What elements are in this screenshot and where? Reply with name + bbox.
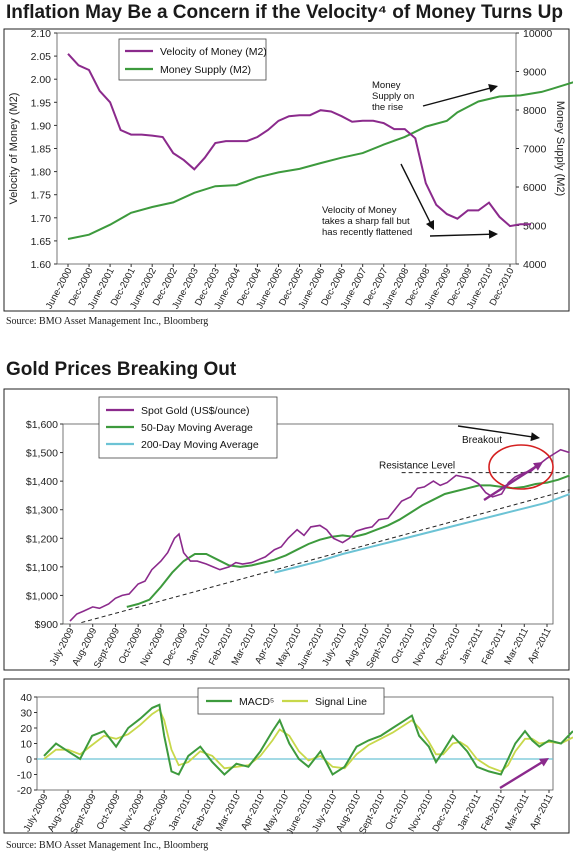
chart1-ytick-label: 1.95 (31, 97, 52, 109)
chart1-source: Source: BMO Asset Management Inc., Bloom… (6, 316, 209, 327)
resistance-label: Resistance Level (379, 461, 455, 472)
chart3-ytick-label: 10 (20, 739, 32, 751)
breakout-label: Breakout (462, 435, 502, 446)
macd-line (43, 703, 573, 776)
velocity-line (67, 53, 531, 228)
chart2-title: Gold Prices Breaking Out (6, 359, 237, 380)
uptrend-arrow (483, 464, 539, 502)
chart1-y2tick-label: 6000 (523, 182, 547, 194)
uptrend-arrow-head (532, 462, 543, 471)
velocity-arrow-flat-head (488, 229, 498, 239)
chart2-ytick-label: $1,500 (26, 448, 58, 460)
chart3-ytick-label: 40 (20, 692, 32, 704)
chart2-ytick-label: $900 (35, 619, 59, 631)
chart3-ytick-label: -10 (17, 770, 32, 782)
chart3-ytick-label: 30 (20, 708, 32, 720)
chart2-ytick-label: $1,600 (26, 419, 58, 431)
chart1-title: Inflation May Be a Concern if the Veloci… (6, 2, 563, 23)
chart2-ytick-label: $1,300 (26, 505, 58, 517)
chart1-y2tick-label: 9000 (523, 67, 547, 79)
chart1-ytick-label: 1.65 (31, 236, 52, 248)
legend-label-signal: Signal Line (315, 696, 367, 708)
supply-annotation-line: the rise (372, 102, 403, 113)
chart1-y2tick-label: 5000 (523, 221, 547, 233)
chart2-ytick-label: $1,000 (26, 590, 58, 602)
chart1-ytick-label: 1.70 (31, 213, 52, 225)
chart2-ytick-label: $1,100 (26, 562, 58, 574)
chart3-ytick-label: -20 (17, 785, 32, 797)
velocity-annotation-line: takes a sharp fall but (322, 216, 410, 227)
chart3-frame (3, 678, 570, 834)
chart1-y2label: Money Supply (M2) (554, 101, 566, 196)
chart1-ytick-label: 2.05 (31, 51, 52, 63)
legend-label-ma200: 200-Day Moving Average (141, 439, 259, 451)
chart1-y2tick-label: 10000 (523, 28, 552, 40)
breakout-arrow-head (530, 432, 540, 442)
chart1-ytick-label: 1.90 (31, 120, 52, 132)
chart1-legend-box (118, 38, 267, 81)
chart1-ytick-label: 1.80 (31, 167, 52, 179)
chart1-frame (3, 28, 570, 312)
chart1-ytick-label: 1.60 (31, 259, 52, 271)
velocity-annotation-line: Velocity of Money (322, 205, 397, 216)
chart1-ytick-label: 2.10 (31, 28, 52, 40)
macd-chart: 403020100-10-20July-2009Aug-2009Sept-200… (3, 678, 573, 834)
chart2-ytick-label: $1,400 (26, 476, 58, 488)
chart1-y2tick-label: 4000 (523, 259, 547, 271)
chart1-y2tick-label: 7000 (523, 144, 547, 156)
money-supply-line (67, 81, 573, 240)
velocity-arrow-flat (429, 233, 493, 237)
legend-label-spot: Spot Gold (US$/ounce) (141, 405, 250, 417)
velocity-chart: 2.10 2.05 2.00 1.95 1.90 1.85 1.80 1.75 1.70 1.65… (3, 28, 573, 312)
legend-label-velocity: Velocity of Money (M2) (160, 46, 267, 58)
legend-label-ma50: 50-Day Moving Average (141, 422, 253, 434)
velocity-arrow-down (400, 163, 432, 225)
breakout-highlight-circle (488, 444, 554, 490)
legend-label-macd: MACD⁵ (239, 696, 274, 708)
chart1-ylabel: Velocity of Money (M2) (8, 93, 20, 205)
signal-line (43, 708, 573, 773)
velocity-arrow-down-head (425, 219, 434, 230)
macd-uptrend-arrow-head (538, 758, 549, 767)
macd-uptrend-arrow (499, 760, 545, 790)
chart1-y2tick-label: 8000 (523, 105, 547, 117)
spot-gold-line (69, 448, 570, 622)
chart2-source: Source: BMO Asset Management Inc., Bloom… (6, 840, 209, 851)
gold-price-chart: $1,600 $1,500 $1,400 $1,300 $1,200 $1,100 $1,0… (3, 388, 571, 671)
chart1-ytick-label: 2.00 (31, 74, 52, 86)
chart1-ytick-label: 1.75 (31, 190, 52, 202)
supply-annotation-line: Supply on (372, 91, 414, 102)
support-trendline (81, 489, 570, 624)
chart3-xtick-label: Apr-2011 (528, 792, 556, 831)
chart3-ytick-label: 0 (26, 754, 32, 766)
supply-annotation-line: Money (372, 80, 401, 91)
chart2-frame (3, 388, 570, 671)
velocity-annotation-line: has recently flattened (322, 227, 412, 238)
breakout-arrow (457, 425, 535, 438)
ma50-line (126, 474, 571, 608)
supply-arrow-head (488, 83, 498, 93)
supply-arrow (422, 86, 493, 107)
legend-label-supply: Money Supply (M2) (160, 64, 251, 76)
chart1-ytick-label: 1.85 (31, 144, 52, 156)
chart2-plot-area (62, 423, 554, 625)
chart3-ytick-label: 20 (20, 723, 32, 735)
ma200-line (274, 493, 571, 574)
chart2-ytick-label: $1,200 (26, 533, 58, 545)
